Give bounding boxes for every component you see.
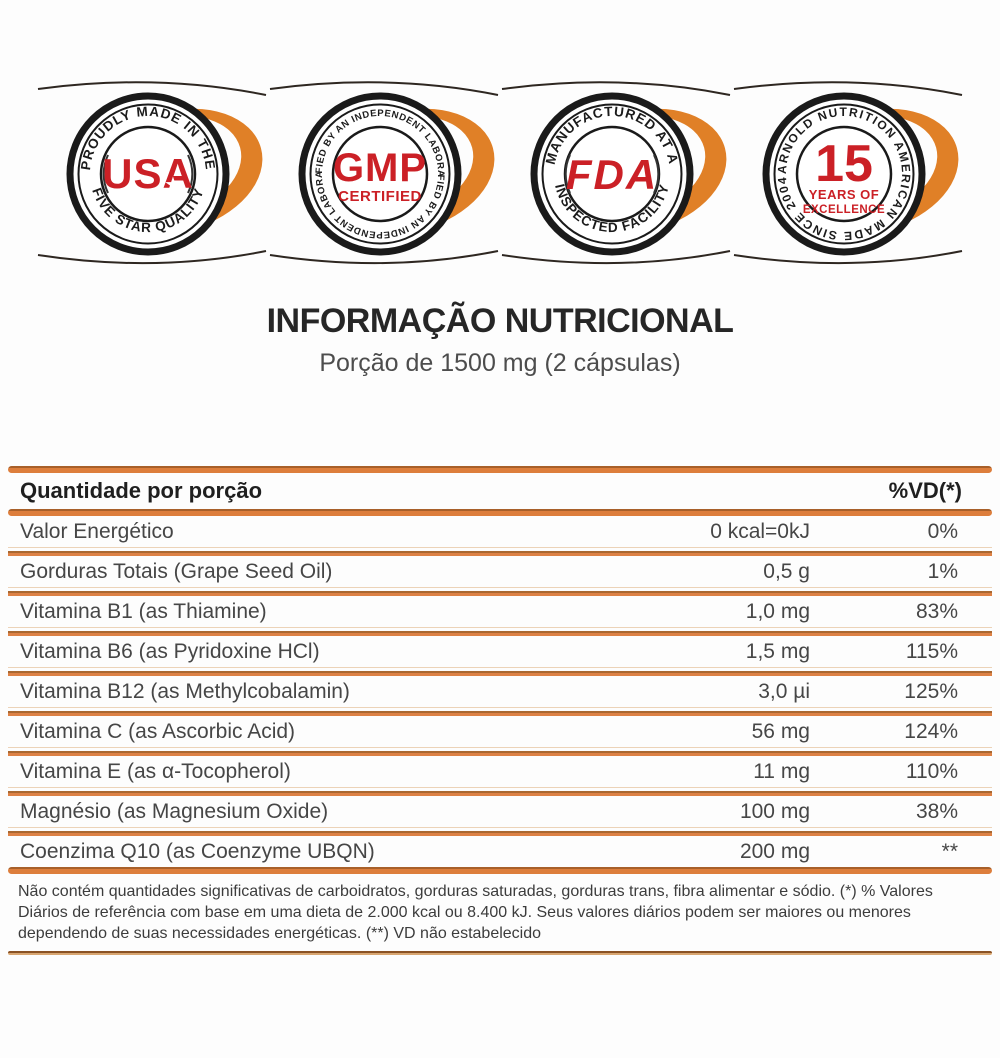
nutrient-amount: 100 mg [739, 799, 810, 823]
badge-center-text: FDA [566, 151, 658, 198]
nutrient-amount: 11 mg [753, 759, 810, 783]
badge-center-text: USA [102, 150, 194, 197]
fda-inspected-icon: MANUFACTURED AT A FDA INSPECTED FACILITY [501, 81, 731, 265]
nutrient-vd: 125% [904, 679, 958, 703]
certification-badges: PROUDLY MADE IN THE USA ★ FIVE STAR QUAL… [0, 58, 1000, 290]
header-bottom-bar [8, 509, 992, 516]
row-separator [8, 707, 992, 716]
nutrient-amount: 1,5 mg [745, 639, 810, 663]
badge-center-text: GMP [333, 146, 427, 190]
serving-size: Porção de 1500 mg (2 cápsulas) [319, 349, 681, 377]
nutrient-name: Vitamina E (as α-Tocopherol) [20, 759, 291, 783]
column-header-quantity: Quantidade por porção [20, 478, 263, 503]
nutrient-name: Gorduras Totais (Grape Seed Oil) [20, 559, 333, 583]
paren-arc-right [187, 154, 194, 194]
table-row: Vitamina B12 (as Methylcobalamin) 3,0 µi… [8, 676, 992, 707]
table-row: Vitamina C (as Ascorbic Acid) 56 mg 124% [8, 716, 992, 747]
badge-center-text: 15 [815, 135, 873, 193]
paren-arc-right [653, 154, 660, 194]
15-years-icon: ARNOLD NUTRITION AMERICAN MADE SINCE 200… [733, 81, 963, 265]
row-separator [8, 627, 992, 636]
page-title: INFORMAÇÃO NUTRICIONAL [266, 302, 734, 340]
nutrient-name: Vitamina B1 (as Thiamine) [20, 599, 267, 623]
made-in-usa-icon: PROUDLY MADE IN THE USA ★ FIVE STAR QUAL… [37, 81, 267, 265]
label-end-line [8, 951, 992, 955]
table-top-bar [8, 466, 992, 473]
nutrient-vd: 110% [905, 759, 958, 783]
nutrient-name: Vitamina B6 (as Pyridoxine HCl) [20, 639, 320, 663]
nutrition-label: PROUDLY MADE IN THE USA ★ FIVE STAR QUAL… [0, 58, 1000, 1058]
table-row: Vitamina B1 (as Thiamine) 1,0 mg 83% [8, 596, 992, 627]
badge-gmp-certified: CERTIFIED BY AN INDEPENDENT LABORATORY G… [268, 58, 500, 290]
nutrient-name: Vitamina B12 (as Methylcobalamin) [20, 679, 350, 703]
nutrient-amount: 0 kcal=0kJ [710, 519, 810, 543]
row-separator [8, 827, 992, 836]
column-header-vd: %VD(*) [888, 478, 962, 503]
badge-fda-inspected: MANUFACTURED AT A FDA INSPECTED FACILITY [500, 58, 732, 290]
row-separator [8, 787, 992, 796]
nutrient-amount: 56 mg [751, 719, 810, 743]
paren-arc-left [564, 154, 571, 194]
nutrient-vd: 115% [905, 639, 958, 663]
gmp-certified-icon: CERTIFIED BY AN INDEPENDENT LABORATORY G… [268, 58, 499, 265]
nutrient-vd: 38% [915, 799, 958, 823]
badge-center-subtext: YEARS OF [809, 187, 879, 202]
nutrient-amount: 200 mg [739, 839, 810, 863]
nutrient-name: Vitamina C (as Ascorbic Acid) [20, 719, 296, 743]
nutrient-vd: 1% [927, 559, 958, 583]
row-separator [8, 667, 992, 676]
nutrient-vd: 83% [915, 599, 958, 623]
nutrient-amount: 0,5 g [763, 559, 810, 583]
speed-line-top [37, 81, 267, 96]
speed-line-bottom [501, 250, 731, 265]
table-row: Gorduras Totais (Grape Seed Oil) 0,5 g 1… [8, 556, 992, 587]
table-row: Vitamina B6 (as Pyridoxine HCl) 1,5 mg 1… [8, 636, 992, 667]
nutrient-vd: ** [941, 839, 958, 863]
badge-made-in-usa: PROUDLY MADE IN THE USA ★ FIVE STAR QUAL… [36, 58, 268, 290]
nutrient-name: Magnésio (as Magnesium Oxide) [20, 799, 329, 823]
table-bottom-bar [8, 867, 992, 874]
speed-line-top [733, 81, 963, 96]
speed-line-bottom [269, 250, 499, 265]
nutrition-table: Quantidade por porção %VD(*) Valor Energ… [8, 466, 992, 955]
speed-line-top [501, 81, 731, 96]
row-separator [8, 747, 992, 756]
row-separator [8, 547, 992, 556]
table-header-row: Quantidade por porção %VD(*) [8, 473, 992, 509]
table-row: Magnésio (as Magnesium Oxide) 100 mg 38% [8, 796, 992, 827]
footnote-text: Não contém quantidades significativas de… [18, 883, 933, 942]
badge-center-subtext: CERTIFIED [338, 188, 422, 205]
nutrient-vd: 124% [904, 719, 958, 743]
table-row: Valor Energético 0 kcal=0kJ 0% [8, 516, 992, 547]
speed-line-top [269, 81, 499, 96]
nutrient-amount: 3,0 µi [758, 679, 810, 703]
badge-center-subtext2: EXCELLENCE [803, 204, 885, 216]
usa-star-icon: ★ [164, 174, 182, 196]
table-row: Vitamina E (as α-Tocopherol) 11 mg 110% [8, 756, 992, 787]
speed-line-bottom [733, 250, 963, 265]
paren-arc-left [102, 154, 109, 194]
speed-line-bottom [37, 250, 267, 265]
row-separator [8, 587, 992, 596]
badge-15-years-excellence: ARNOLD NUTRITION AMERICAN MADE SINCE 200… [732, 58, 964, 290]
nutrient-vd: 0% [927, 519, 958, 543]
table-row: Coenzima Q10 (as Coenzyme UBQN) 200 mg *… [8, 836, 992, 867]
nutrient-name: Valor Energético [20, 519, 174, 543]
nutrient-name: Coenzima Q10 (as Coenzyme UBQN) [20, 839, 375, 863]
nutrient-amount: 1,0 mg [745, 599, 810, 623]
